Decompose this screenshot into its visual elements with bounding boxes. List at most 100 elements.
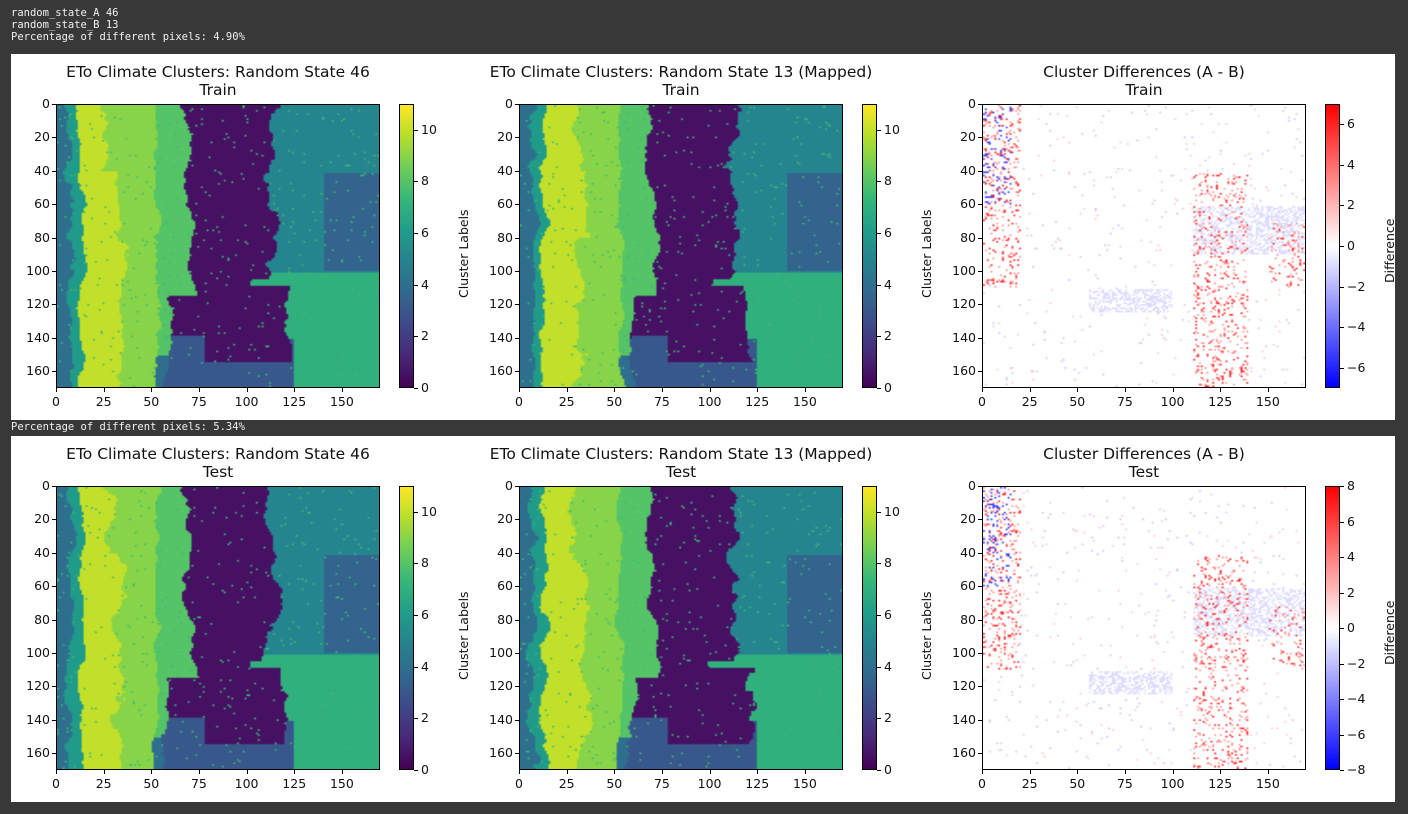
y-tick-mark — [52, 719, 56, 721]
x-tick-label: 125 — [745, 394, 770, 409]
colorbar-tick-mark — [414, 181, 418, 183]
y-tick-mark — [515, 753, 519, 755]
y-tick-mark — [52, 586, 56, 588]
colorbar-tick-mark — [414, 284, 418, 286]
y-tick-label: 160 — [26, 363, 50, 379]
x-tick-label: 150 — [792, 394, 817, 409]
colorbar-tick-mark — [1340, 592, 1344, 594]
y-tick-mark — [978, 586, 982, 588]
x-tick-label: 100 — [1160, 394, 1185, 409]
y-tick-label: 20 — [497, 129, 513, 145]
y-tick-label: 60 — [497, 196, 513, 212]
heatmap-canvas — [57, 487, 379, 769]
y-tick-label: 100 — [952, 645, 976, 661]
x-tick-label: 100 — [234, 394, 259, 409]
x-tick-label: 125 — [282, 776, 307, 791]
chart-title: ETo Climate Clusters: Random State 46 — [66, 63, 370, 81]
y-tick-mark — [515, 237, 519, 239]
x-tick-mark — [566, 770, 568, 774]
y-tick-mark — [978, 753, 982, 755]
y-tick-label: 40 — [34, 162, 50, 178]
y-tick-mark — [978, 170, 982, 172]
heatmap-image — [56, 486, 380, 770]
chart-subtitle: Train — [1125, 81, 1163, 99]
y-tick-label: 0 — [42, 96, 50, 111]
colorbar-tick-mark — [414, 233, 418, 235]
colorbar-tick-label: 6 — [1347, 116, 1355, 132]
y-tick-label: 0 — [505, 478, 513, 493]
y-tick-mark — [978, 104, 982, 105]
colorbar-tick-mark — [1340, 124, 1344, 126]
x-tick-mark — [804, 770, 806, 774]
colorbar-tick-mark — [414, 563, 418, 565]
colorbar-tick-mark — [877, 770, 881, 771]
x-tick-label: 75 — [653, 776, 670, 791]
y-tick-label: 0 — [968, 96, 976, 111]
y-tick-mark — [978, 337, 982, 339]
colorbar-tick-label: 2 — [884, 328, 892, 344]
y-tick-label: 80 — [497, 611, 513, 627]
y-tick-label: 20 — [34, 129, 50, 145]
y-tick-mark — [515, 519, 519, 521]
y-tick-label: 120 — [26, 678, 50, 694]
y-tick-mark — [515, 204, 519, 206]
colorbar-tick-label: 6 — [884, 607, 892, 623]
chart-subtitle: Test — [665, 463, 697, 481]
y-tick-label: 120 — [489, 296, 513, 312]
x-tick-mark — [614, 770, 616, 774]
colorbar-tick-label: 2 — [421, 710, 429, 726]
y-tick-label: 160 — [952, 745, 976, 761]
colorbar-tick-label: 2 — [421, 328, 429, 344]
y-tick-label: 40 — [497, 544, 513, 560]
x-tick-mark — [757, 388, 759, 392]
colorbar-tick-label: 6 — [421, 225, 429, 241]
colorbar — [399, 486, 414, 770]
y-tick-label: 160 — [26, 745, 50, 761]
colorbar — [1325, 486, 1340, 770]
x-tick-label: 0 — [52, 776, 60, 791]
colorbar-tick-label: 10 — [421, 121, 437, 137]
x-tick-mark — [519, 388, 520, 392]
y-tick-mark — [52, 619, 56, 621]
x-tick-mark — [1172, 388, 1174, 392]
colorbar-tick-mark — [414, 718, 418, 720]
x-tick-label: 25 — [558, 394, 575, 409]
colorbar-tick-mark — [877, 233, 881, 235]
y-tick-label: 140 — [26, 329, 50, 345]
x-tick-label: 150 — [1255, 776, 1280, 791]
x-tick-mark — [1267, 388, 1269, 392]
colorbar-tick-mark — [1340, 164, 1344, 166]
colorbar-tick-mark — [414, 666, 418, 668]
colorbar-tick-mark — [1340, 770, 1344, 771]
colorbar-tick-mark — [414, 129, 418, 131]
chart-subtitle: Test — [1128, 463, 1160, 481]
y-tick-mark — [52, 237, 56, 239]
x-tick-mark — [341, 770, 343, 774]
colorbar-label: Cluster Labels — [456, 209, 471, 298]
chart-subtitle: Test — [202, 463, 234, 481]
x-tick-label: 125 — [1208, 394, 1233, 409]
y-tick-label: 40 — [34, 544, 50, 560]
y-tick-mark — [515, 653, 519, 655]
colorbar-tick-mark — [877, 615, 881, 617]
colorbar-tick-mark — [1340, 486, 1344, 487]
y-tick-label: 20 — [960, 129, 976, 145]
x-tick-mark — [246, 770, 248, 774]
colorbar-label: Cluster Labels — [456, 591, 471, 680]
heatmap-image — [56, 104, 380, 388]
y-tick-label: 80 — [960, 229, 976, 245]
colorbar-tick-mark — [877, 181, 881, 183]
y-tick-mark — [978, 552, 982, 554]
colorbar-tick-label: 0 — [884, 380, 892, 395]
colorbar-tick-mark — [1340, 521, 1344, 523]
heatmap-canvas — [520, 105, 842, 387]
colorbar-tick-mark — [877, 388, 881, 389]
colorbar-tick-mark — [414, 511, 418, 513]
colorbar-tick-mark — [414, 770, 418, 771]
colorbar-tick-label: 4 — [1347, 156, 1355, 172]
heatmap-canvas — [983, 105, 1305, 387]
x-tick-mark — [294, 770, 296, 774]
x-tick-label: 50 — [143, 776, 160, 791]
colorbar-tick-mark — [1340, 663, 1344, 665]
x-tick-mark — [56, 388, 57, 392]
